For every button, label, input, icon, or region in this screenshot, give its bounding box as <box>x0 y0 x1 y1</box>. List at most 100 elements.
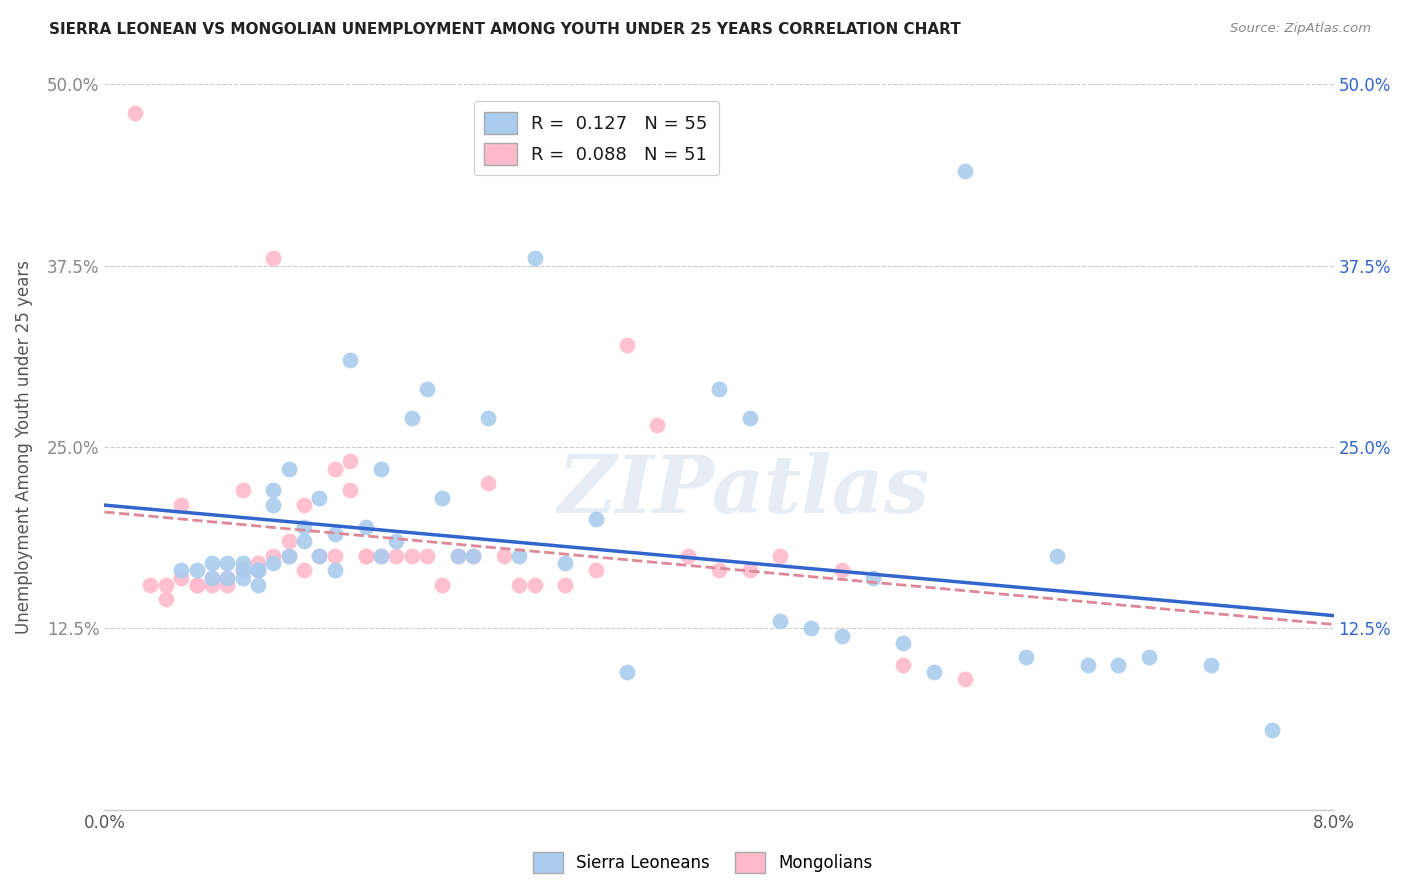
Point <box>676 549 699 563</box>
Point <box>385 534 408 549</box>
Point <box>616 665 638 679</box>
Point <box>186 578 208 592</box>
Point <box>647 418 669 433</box>
Point <box>1261 723 1284 737</box>
Point <box>800 621 823 635</box>
Point <box>247 578 270 592</box>
Point <box>170 570 193 584</box>
Point <box>1137 650 1160 665</box>
Point <box>769 549 792 563</box>
Point <box>769 614 792 628</box>
Point <box>432 578 454 592</box>
Point <box>201 570 224 584</box>
Point <box>232 556 254 570</box>
Point <box>262 483 284 498</box>
Point <box>432 491 454 505</box>
Point <box>891 636 914 650</box>
Point <box>170 563 193 577</box>
Point <box>831 628 853 642</box>
Point <box>277 461 299 475</box>
Point <box>707 382 730 396</box>
Point <box>447 549 470 563</box>
Text: ZIPatlas: ZIPatlas <box>557 451 929 529</box>
Point <box>217 578 239 592</box>
Point <box>155 578 177 592</box>
Point <box>1199 657 1222 672</box>
Point <box>953 164 976 178</box>
Point <box>554 578 576 592</box>
Point <box>323 549 346 563</box>
Point <box>232 483 254 498</box>
Point <box>508 578 530 592</box>
Point <box>247 563 270 577</box>
Point <box>370 549 392 563</box>
Point <box>339 454 361 468</box>
Point <box>738 563 761 577</box>
Point <box>262 498 284 512</box>
Point <box>1107 657 1129 672</box>
Point <box>554 556 576 570</box>
Point <box>201 556 224 570</box>
Point <box>1015 650 1038 665</box>
Point <box>247 563 270 577</box>
Text: SIERRA LEONEAN VS MONGOLIAN UNEMPLOYMENT AMONG YOUTH UNDER 25 YEARS CORRELATION : SIERRA LEONEAN VS MONGOLIAN UNEMPLOYMENT… <box>49 22 960 37</box>
Point <box>447 549 470 563</box>
Point <box>139 578 162 592</box>
Point <box>831 563 853 577</box>
Point <box>523 578 546 592</box>
Point <box>953 672 976 686</box>
Point <box>262 556 284 570</box>
Point <box>247 563 270 577</box>
Point <box>477 476 499 491</box>
Point <box>201 578 224 592</box>
Legend: Sierra Leoneans, Mongolians: Sierra Leoneans, Mongolians <box>526 846 880 880</box>
Point <box>232 563 254 577</box>
Point <box>492 549 515 563</box>
Point <box>232 570 254 584</box>
Point <box>277 549 299 563</box>
Point <box>585 563 607 577</box>
Point <box>416 549 439 563</box>
Point <box>370 549 392 563</box>
Point <box>292 498 315 512</box>
Point <box>217 570 239 584</box>
Point <box>523 252 546 266</box>
Point <box>385 549 408 563</box>
Point <box>401 549 423 563</box>
Point <box>155 592 177 607</box>
Point <box>477 411 499 425</box>
Point <box>308 491 330 505</box>
Point <box>585 512 607 526</box>
Point <box>323 527 346 541</box>
Point <box>461 549 484 563</box>
Point <box>323 563 346 577</box>
Point <box>292 563 315 577</box>
Point <box>217 570 239 584</box>
Point <box>277 534 299 549</box>
Point <box>370 461 392 475</box>
Point <box>354 549 377 563</box>
Point <box>616 338 638 352</box>
Y-axis label: Unemployment Among Youth under 25 years: Unemployment Among Youth under 25 years <box>15 260 32 634</box>
Point <box>1046 549 1069 563</box>
Point <box>354 520 377 534</box>
Point <box>201 570 224 584</box>
Point <box>262 252 284 266</box>
Point <box>862 570 884 584</box>
Point <box>170 498 193 512</box>
Text: Source: ZipAtlas.com: Source: ZipAtlas.com <box>1230 22 1371 36</box>
Point <box>922 665 945 679</box>
Point <box>186 563 208 577</box>
Point <box>308 549 330 563</box>
Point <box>186 578 208 592</box>
Point <box>401 411 423 425</box>
Point <box>707 563 730 577</box>
Point <box>292 534 315 549</box>
Point <box>217 556 239 570</box>
Point <box>461 549 484 563</box>
Legend: R =  0.127   N = 55, R =  0.088   N = 51: R = 0.127 N = 55, R = 0.088 N = 51 <box>474 101 718 176</box>
Point <box>247 556 270 570</box>
Point <box>292 520 315 534</box>
Point <box>308 549 330 563</box>
Point <box>277 549 299 563</box>
